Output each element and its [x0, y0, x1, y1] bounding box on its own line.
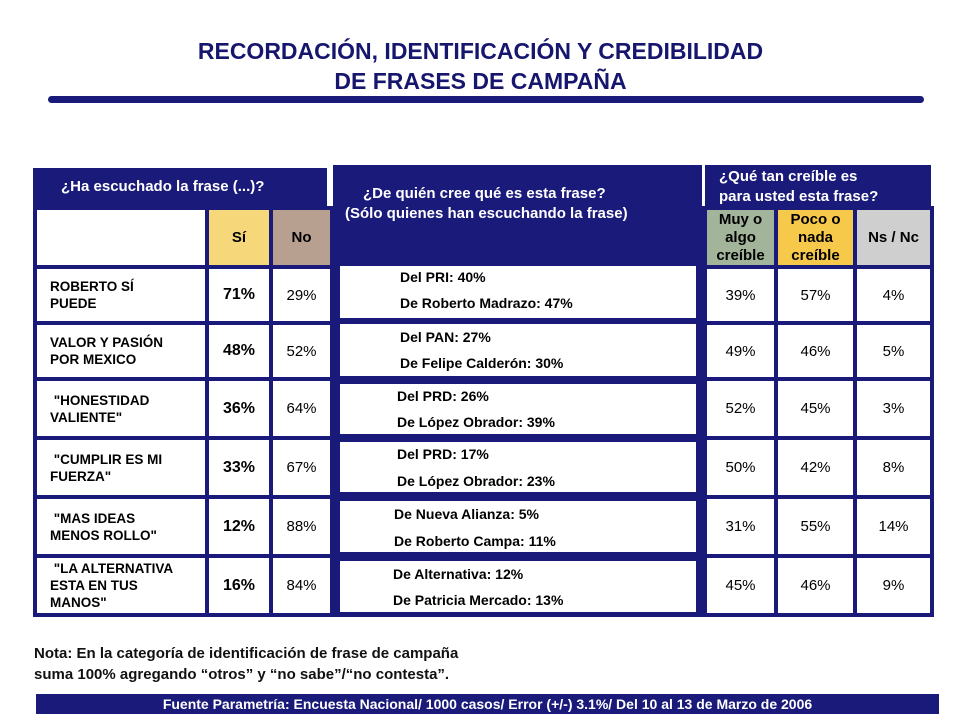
who-party: Del PRD: 26%	[397, 388, 489, 404]
phrase-line: POR MEXICO	[50, 352, 137, 367]
no-column-label: No	[291, 228, 312, 246]
poco-value: 55%	[778, 499, 853, 554]
nsnc-value: 8%	[857, 440, 930, 495]
phrase-cell: VALOR Y PASIÓN POR MEXICO	[37, 325, 205, 377]
phrase-cell: ROBERTO SÍ PUEDE	[37, 269, 205, 321]
who-party: De Nueva Alianza: 5%	[394, 506, 539, 522]
footnote-line1: Nota: En la categoría de identificación …	[34, 645, 459, 662]
poco-value: 46%	[778, 558, 853, 613]
si-value: 48%	[209, 325, 269, 377]
phrase-line: "LA ALTERNATIVA	[50, 561, 174, 576]
who-candidate: De Roberto Madrazo: 47%	[400, 295, 573, 311]
phrase-line: MENOS ROLLO"	[50, 527, 157, 543]
nsnc-header: Ns / Nc	[857, 210, 930, 265]
muy-creible-header: Muy o algo creíble	[707, 210, 774, 265]
muy-value: 31%	[707, 499, 774, 554]
who-candidate: De López Obrador: 23%	[397, 473, 555, 489]
phrase-header-cell	[37, 210, 205, 265]
who-candidate: De Felipe Calderón: 30%	[400, 355, 564, 371]
nsnc-value: 3%	[857, 381, 930, 436]
muy-value: 39%	[707, 269, 774, 321]
who-header-line1: ¿De quién cree qué es esta frase?	[363, 185, 606, 202]
si-value: 12%	[209, 499, 269, 554]
no-value: 88%	[273, 499, 330, 554]
phrase-line: "CUMPLIR ES MI	[50, 451, 163, 467]
who-party: Del PAN: 27%	[400, 329, 491, 345]
who-cell: Del PRI: 40% De Roberto Madrazo: 47%	[339, 265, 697, 319]
muy-value: 52%	[707, 381, 774, 436]
credibility-header-line1: ¿Qué tan creíble es	[719, 168, 858, 185]
poco-value: 45%	[778, 381, 853, 436]
si-value: 71%	[209, 269, 269, 321]
who-cell: Del PRD: 26% De López Obrador: 39%	[339, 383, 697, 435]
si-value: 16%	[209, 558, 269, 613]
nsnc-value: 14%	[857, 499, 930, 554]
footnote-line2: suma 100% agregando “otros” y “no sabe”/…	[34, 666, 450, 683]
who-cell: De Nueva Alianza: 5% De Roberto Campa: 1…	[339, 500, 697, 553]
heard-header-text: ¿Ha escuchado la frase (...)?	[61, 178, 265, 195]
who-party: De Alternativa: 12%	[393, 566, 524, 582]
phrase-line: "MAS IDEAS	[50, 510, 136, 526]
nsnc-label: Ns / Nc	[868, 228, 919, 246]
si-column-header: Sí	[209, 210, 269, 265]
poco-value: 57%	[778, 269, 853, 321]
muy-value: 49%	[707, 325, 774, 377]
muy-creible-line3: creíble	[716, 246, 765, 264]
nsnc-value: 4%	[857, 269, 930, 321]
who-party: Del PRI: 40%	[400, 269, 486, 285]
who-party: Del PRD: 17%	[397, 446, 489, 462]
muy-creible-line2: algo	[725, 228, 756, 246]
page-title-line1: RECORDACIÓN, IDENTIFICACIÓN Y CREDIBILID…	[197, 38, 764, 64]
heard-header: ¿Ha escuchado la frase (...)?	[33, 168, 327, 206]
poco-value: 42%	[778, 440, 853, 495]
poco-creible-line3: creíble	[791, 246, 840, 264]
who-candidate: De López Obrador: 39%	[397, 414, 555, 430]
si-value: 36%	[209, 381, 269, 436]
phrase-line: ESTA EN TUS	[50, 578, 138, 593]
phrase-line: VALOR Y PASIÓN	[50, 335, 164, 350]
who-cell: De Alternativa: 12% De Patricia Mercado:…	[339, 560, 697, 613]
who-cell: Del PRD: 17% De López Obrador: 23%	[339, 441, 697, 493]
phrase-cell: "MAS IDEAS MENOS ROLLO"	[37, 499, 205, 554]
who-candidate: De Roberto Campa: 11%	[394, 533, 556, 549]
who-header: ¿De quién cree qué es esta frase? (Sólo …	[333, 165, 702, 257]
nsnc-value: 5%	[857, 325, 930, 377]
who-candidate: De Patricia Mercado: 13%	[393, 592, 564, 608]
muy-value: 50%	[707, 440, 774, 495]
who-cell: Del PAN: 27% De Felipe Calderón: 30%	[339, 323, 697, 377]
no-value: 29%	[273, 269, 330, 321]
no-column-header: No	[273, 210, 330, 265]
credibility-header: ¿Qué tan creíble es para usted esta fras…	[705, 165, 931, 207]
phrase-line: ROBERTO SÍ	[50, 279, 134, 294]
phrase-line: FUERZA"	[50, 468, 112, 484]
who-header-line2: (Sólo quienes han escuchando la frase)	[345, 205, 628, 222]
phrase-cell: "HONESTIDAD VALIENTE"	[37, 381, 205, 436]
poco-value: 46%	[778, 325, 853, 377]
source-bar: Fuente Parametría: Encuesta Nacional/ 10…	[36, 694, 939, 714]
poco-creible-line1: Poco o	[790, 210, 841, 228]
nsnc-value: 9%	[857, 558, 930, 613]
no-value: 64%	[273, 381, 330, 436]
no-value: 67%	[273, 440, 330, 495]
footnote: Nota: En la categoría de identificación …	[34, 643, 458, 685]
credibility-header-line2: para usted esta frase?	[719, 188, 879, 205]
page-title-line2: DE FRASES DE CAMPAÑA	[334, 68, 627, 94]
si-value: 33%	[209, 440, 269, 495]
poco-creible-line2: nada	[797, 228, 833, 246]
phrase-cell: "LA ALTERNATIVA ESTA EN TUS MANOS"	[37, 558, 205, 613]
si-column-label: Sí	[231, 228, 247, 246]
phrase-line: PUEDE	[50, 296, 97, 311]
phrase-cell: "CUMPLIR ES MI FUERZA"	[37, 440, 205, 495]
phrase-line: MANOS"	[50, 595, 107, 610]
no-value: 84%	[273, 558, 330, 613]
phrase-line: VALIENTE"	[50, 409, 123, 425]
poco-creible-header: Poco o nada creíble	[778, 210, 853, 265]
muy-creible-line1: Muy o	[718, 210, 763, 228]
title-divider	[48, 96, 924, 103]
muy-value: 45%	[707, 558, 774, 613]
phrase-line: "HONESTIDAD	[50, 392, 150, 408]
no-value: 52%	[273, 325, 330, 377]
